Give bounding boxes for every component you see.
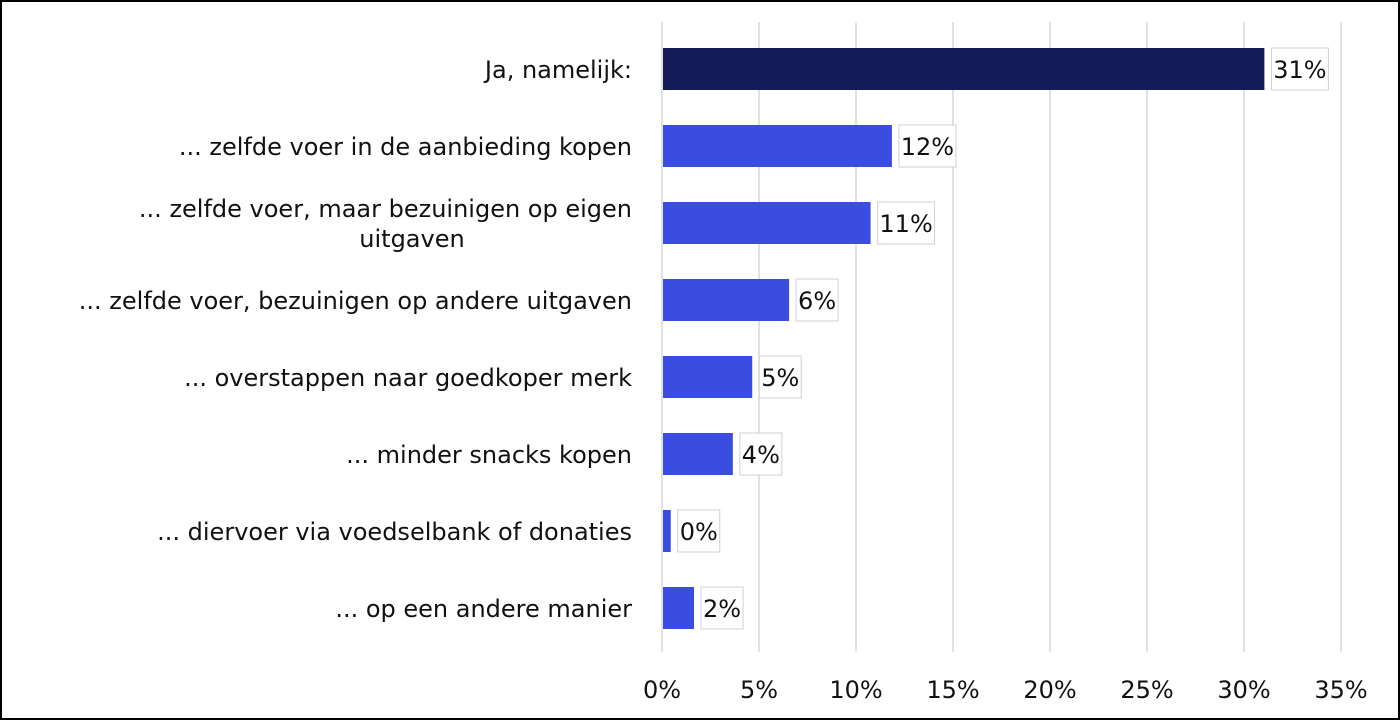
bar-4 (663, 356, 753, 398)
gridlines (661, 22, 1342, 652)
data-label-box-1 (898, 124, 957, 168)
data-label-box-4 (758, 355, 802, 399)
bar-2 (663, 202, 871, 244)
data-labels: 31% 12% 11% 6% 5% 4% 0% 2% (677, 47, 1329, 630)
bar-7 (663, 587, 695, 629)
data-label-box-0 (1270, 47, 1329, 91)
x-tick-label-15: 15% (926, 676, 979, 704)
data-label-box-5 (739, 432, 783, 476)
data-label-1: 12% (901, 133, 954, 161)
x-tick-label-0: 0% (643, 676, 681, 704)
data-label-box-6 (677, 509, 721, 553)
bars (663, 48, 1265, 629)
category-label-7: ... op een andere manier (335, 595, 632, 623)
data-label-2: 11% (879, 210, 932, 238)
data-label-6: 0% (680, 518, 718, 546)
category-label-6: ... diervoer via voedselbank of donaties (157, 518, 632, 546)
bar-6 (663, 510, 671, 552)
data-label-0: 31% (1273, 56, 1326, 84)
category-label-5: ... minder snacks kopen (346, 441, 632, 469)
data-label-box-2 (877, 201, 936, 245)
category-label-2-line-1: uitgaven (359, 225, 464, 253)
x-tick-label-5: 5% (740, 676, 778, 704)
bar-1 (663, 125, 892, 167)
bar-5 (663, 433, 733, 475)
data-label-5: 4% (742, 441, 780, 469)
x-tick-label-20: 20% (1023, 676, 1076, 704)
x-tick-label-10: 10% (829, 676, 882, 704)
category-label-1: ... zelfde voer in de aanbieding kopen (179, 133, 632, 161)
category-labels: Ja, namelijk: ... zelfde voer in de aanbi… (79, 56, 632, 623)
category-label-0: Ja, namelijk: (483, 56, 632, 84)
x-tick-label-25: 25% (1120, 676, 1173, 704)
data-label-box-7 (700, 586, 744, 630)
x-tick-label-35: 35% (1314, 676, 1367, 704)
data-label-4: 5% (761, 364, 799, 392)
x-axis-tick-labels: 0% 5% 10% 15% 20% 25% 30% 35% (643, 676, 1368, 704)
bar-0 (663, 48, 1265, 90)
bar-3 (663, 279, 790, 321)
x-tick-label-30: 30% (1217, 676, 1270, 704)
data-label-7: 2% (703, 595, 741, 623)
category-label-4: ... overstappen naar goedkoper merk (184, 364, 632, 392)
data-label-3: 6% (798, 287, 836, 315)
category-label-3: ... zelfde voer, bezuinigen op andere ui… (79, 287, 632, 315)
data-label-box-3 (795, 278, 839, 322)
category-label-2-line-0: ... zelfde voer, maar bezuinigen op eige… (139, 195, 632, 223)
